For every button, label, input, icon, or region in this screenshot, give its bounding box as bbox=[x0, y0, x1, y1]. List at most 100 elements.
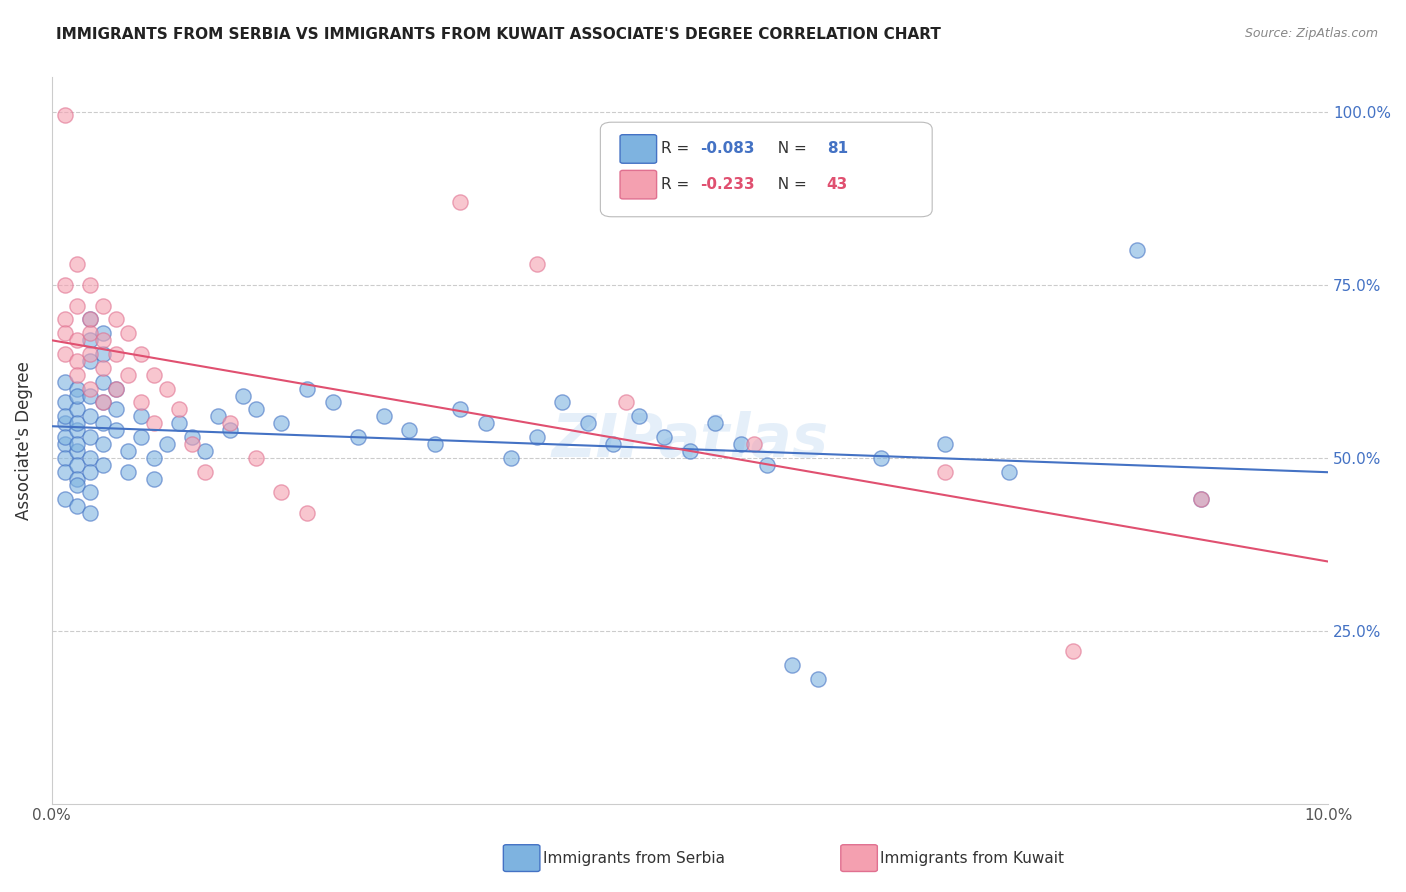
Point bbox=[129, 409, 152, 424]
Point bbox=[66, 368, 89, 382]
Point bbox=[129, 347, 152, 361]
Text: N =: N = bbox=[768, 178, 811, 192]
Point bbox=[53, 326, 76, 341]
Point bbox=[66, 354, 89, 368]
Point bbox=[526, 257, 548, 271]
Point bbox=[66, 402, 89, 417]
Point bbox=[207, 409, 229, 424]
Point bbox=[104, 347, 127, 361]
Point bbox=[295, 506, 318, 520]
Point bbox=[806, 672, 828, 686]
Point bbox=[91, 416, 114, 430]
Point bbox=[245, 402, 267, 417]
Point bbox=[79, 382, 101, 396]
Text: Immigrants from Kuwait: Immigrants from Kuwait bbox=[880, 851, 1064, 865]
Point bbox=[91, 347, 114, 361]
Point bbox=[347, 430, 370, 444]
Point bbox=[79, 354, 101, 368]
Point bbox=[66, 388, 89, 402]
Point bbox=[79, 450, 101, 465]
Point bbox=[1189, 492, 1212, 507]
Point bbox=[79, 409, 101, 424]
Point bbox=[53, 395, 76, 409]
Point bbox=[602, 437, 624, 451]
Point bbox=[91, 395, 114, 409]
Point bbox=[614, 395, 637, 409]
Point bbox=[53, 347, 76, 361]
Point bbox=[576, 416, 599, 430]
Point bbox=[66, 458, 89, 472]
Point bbox=[53, 465, 76, 479]
Point bbox=[870, 450, 893, 465]
Point bbox=[219, 416, 242, 430]
Point bbox=[156, 437, 179, 451]
Point bbox=[53, 108, 76, 122]
Point bbox=[219, 423, 242, 437]
Point bbox=[194, 465, 217, 479]
Point bbox=[142, 368, 165, 382]
Point bbox=[79, 388, 101, 402]
Point bbox=[169, 416, 191, 430]
Point bbox=[53, 277, 76, 292]
Point bbox=[91, 333, 114, 347]
Point bbox=[627, 409, 650, 424]
Point bbox=[79, 485, 101, 500]
Point bbox=[1062, 644, 1084, 658]
Point bbox=[79, 430, 101, 444]
Point bbox=[66, 382, 89, 396]
Point bbox=[117, 443, 139, 458]
Point bbox=[373, 409, 395, 424]
Point bbox=[270, 416, 292, 430]
Point bbox=[142, 450, 165, 465]
Point bbox=[181, 437, 204, 451]
Point bbox=[66, 299, 89, 313]
Point bbox=[730, 437, 752, 451]
Point bbox=[142, 416, 165, 430]
Point bbox=[53, 409, 76, 424]
Text: -0.083: -0.083 bbox=[700, 142, 755, 156]
Point bbox=[194, 443, 217, 458]
Point bbox=[79, 333, 101, 347]
Point bbox=[245, 450, 267, 465]
Point bbox=[129, 395, 152, 409]
Point bbox=[679, 443, 702, 458]
Point bbox=[998, 465, 1021, 479]
Point bbox=[156, 382, 179, 396]
Point bbox=[474, 416, 496, 430]
Point bbox=[66, 437, 89, 451]
Point bbox=[66, 472, 89, 486]
Point bbox=[53, 492, 76, 507]
Point bbox=[66, 416, 89, 430]
Point bbox=[526, 430, 548, 444]
Point bbox=[169, 402, 191, 417]
Point bbox=[104, 402, 127, 417]
Point bbox=[755, 458, 778, 472]
Point bbox=[104, 382, 127, 396]
Text: N =: N = bbox=[768, 142, 811, 156]
Point bbox=[66, 500, 89, 514]
Point bbox=[53, 437, 76, 451]
Point bbox=[53, 312, 76, 326]
Text: IMMIGRANTS FROM SERBIA VS IMMIGRANTS FROM KUWAIT ASSOCIATE'S DEGREE CORRELATION : IMMIGRANTS FROM SERBIA VS IMMIGRANTS FRO… bbox=[56, 27, 941, 42]
Point bbox=[117, 368, 139, 382]
Point bbox=[322, 395, 344, 409]
Text: R =: R = bbox=[661, 142, 695, 156]
Point bbox=[91, 395, 114, 409]
Point bbox=[449, 194, 471, 209]
Point bbox=[66, 257, 89, 271]
Point bbox=[66, 443, 89, 458]
Point bbox=[91, 458, 114, 472]
Point bbox=[91, 360, 114, 375]
Point bbox=[79, 506, 101, 520]
Point bbox=[104, 382, 127, 396]
Point bbox=[423, 437, 446, 451]
Point bbox=[104, 312, 127, 326]
Point bbox=[295, 382, 318, 396]
Text: -0.233: -0.233 bbox=[700, 178, 755, 192]
Point bbox=[79, 277, 101, 292]
Text: R =: R = bbox=[661, 178, 695, 192]
Point bbox=[129, 430, 152, 444]
Point bbox=[53, 430, 76, 444]
Point bbox=[53, 450, 76, 465]
Point bbox=[1125, 244, 1147, 258]
